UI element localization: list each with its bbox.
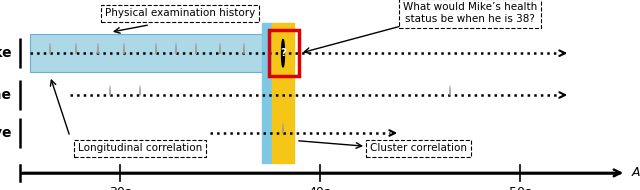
Polygon shape	[49, 43, 51, 54]
Polygon shape	[220, 43, 221, 54]
Text: Mike: Mike	[0, 46, 12, 60]
Text: Dave: Dave	[0, 126, 12, 140]
Bar	[272, 23, 294, 163]
Polygon shape	[97, 43, 99, 54]
Bar	[30, 34, 290, 72]
Text: Jane: Jane	[0, 88, 12, 102]
Text: Physical examination history: Physical examination history	[105, 8, 255, 18]
Polygon shape	[175, 43, 177, 54]
Bar	[262, 23, 272, 163]
Polygon shape	[282, 124, 284, 133]
Polygon shape	[449, 86, 451, 95]
Text: 30s: 30s	[109, 186, 131, 190]
Polygon shape	[156, 43, 157, 54]
Bar	[269, 30, 299, 76]
Text: 50s: 50s	[509, 186, 531, 190]
Polygon shape	[124, 43, 125, 54]
Text: What would Mike’s health
status be when he is 38?: What would Mike’s health status be when …	[403, 2, 537, 24]
Text: Age: Age	[632, 166, 640, 179]
Polygon shape	[109, 86, 111, 95]
Text: Longitudinal correlation: Longitudinal correlation	[78, 143, 202, 153]
Text: 40s: 40s	[309, 186, 331, 190]
Polygon shape	[195, 43, 196, 54]
Circle shape	[282, 40, 284, 67]
Text: Cluster correlation: Cluster correlation	[370, 143, 467, 153]
Polygon shape	[140, 86, 141, 95]
Text: ?: ?	[280, 48, 286, 58]
Polygon shape	[76, 43, 77, 54]
Polygon shape	[243, 43, 244, 54]
